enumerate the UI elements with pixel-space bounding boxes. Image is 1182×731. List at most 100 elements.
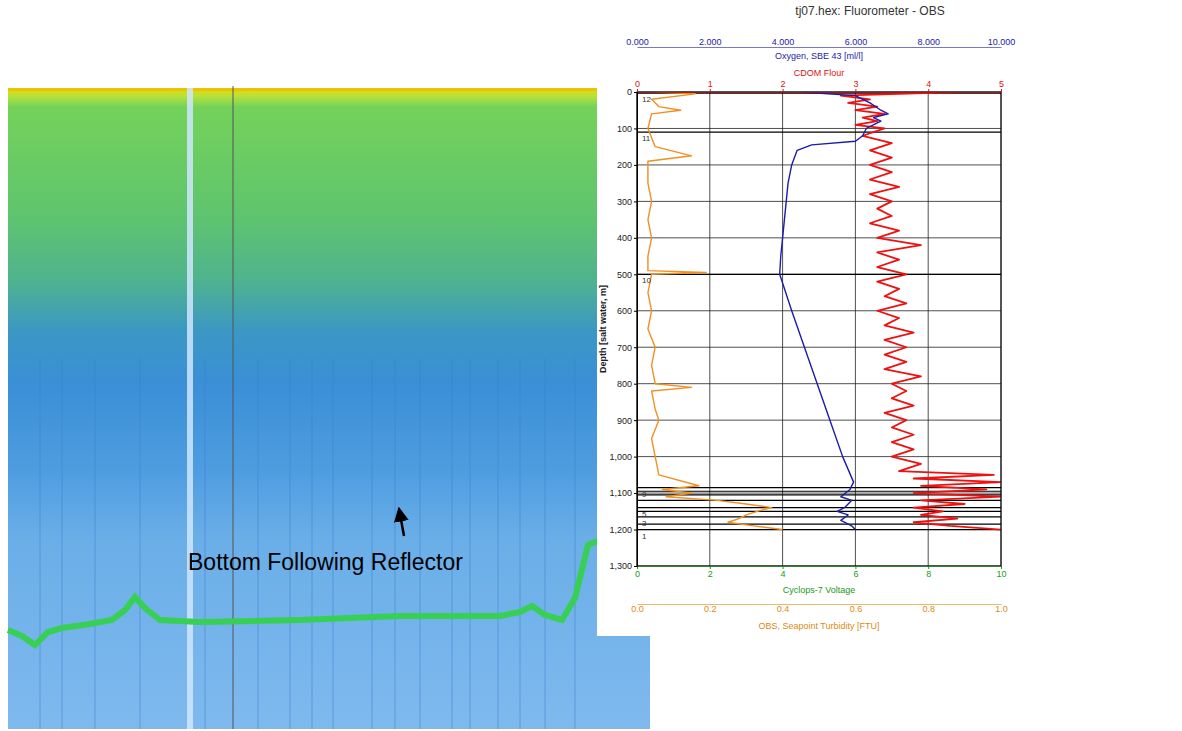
axis-title: Oxygen, SBE 43 [ml/l]: [775, 51, 863, 61]
tick-mark: [634, 347, 637, 348]
echogram-surface: [8, 88, 650, 91]
grid-line-y: [637, 383, 1001, 384]
tick: 0: [635, 79, 640, 92]
tick: 2: [781, 79, 786, 92]
tick-mark: [634, 92, 637, 93]
tick-label: 1,000: [609, 452, 632, 462]
annotation: Bottom Following Reflector: [188, 549, 463, 575]
tick-label: 100: [617, 124, 632, 134]
tick: 700: [617, 343, 637, 353]
tick-label: 0.4: [777, 604, 790, 614]
bottle-label: 12: [642, 95, 651, 104]
tick-label: 6: [853, 569, 858, 579]
axis-title: OBS, Seapoint Turbidity [FTU]: [758, 621, 879, 631]
tick: 10.000: [988, 37, 1016, 47]
echogram-streak: [394, 358, 396, 729]
tick-label: 1,300: [609, 561, 632, 571]
tick: 10: [996, 566, 1006, 579]
tick: 900: [617, 416, 637, 426]
echogram-streak: [94, 358, 96, 729]
tick-mark: [634, 566, 637, 567]
echogram-bright-streak: [187, 88, 193, 729]
tick-mark: [634, 274, 637, 275]
grid-line-y: [637, 201, 1001, 202]
tick-label: 4.000: [772, 37, 795, 47]
tick: 200: [617, 160, 637, 170]
profile-line: [841, 92, 1001, 530]
echogram-trace-line: [233, 86, 234, 729]
bottle-line: [637, 529, 1001, 530]
tick-mark: [634, 165, 637, 166]
tick: 1,100: [609, 488, 637, 498]
tick: 100: [617, 124, 637, 134]
echogram-streak: [419, 358, 421, 729]
tick-mark: [928, 89, 929, 92]
tick: 6.000: [845, 37, 868, 47]
tick: 2: [708, 566, 713, 579]
tick-mark: [634, 384, 637, 385]
tick-label: 0: [635, 79, 640, 89]
echogram-streak: [311, 358, 313, 729]
tick: 0.000: [626, 37, 649, 47]
tick: 400: [617, 233, 637, 243]
figure: Bottom Following Reflectortj07.hex: Fluo…: [0, 0, 1182, 731]
tick-label: 0: [635, 569, 640, 579]
tick: 3: [853, 79, 858, 92]
grid-line-y: [637, 456, 1001, 457]
x-axis: 0.0002.0004.0006.0008.00010.000: [626, 37, 1015, 48]
profile-chart: tj07.hex: Fluorometer - OBS12111095310.0…: [597, 0, 1182, 636]
tick: 0: [627, 87, 637, 97]
tick-label: 500: [617, 270, 632, 280]
tick: 1: [708, 79, 713, 92]
echogram-streak: [497, 358, 499, 729]
axis-title: CDOM Flour: [794, 68, 845, 78]
tick-label: 600: [617, 306, 632, 316]
bottle-label: 5: [642, 510, 647, 519]
tick: 0.2: [704, 604, 717, 614]
grid-line-y: [637, 347, 1001, 348]
tick: 0.4: [777, 604, 790, 614]
tick: 0.6: [850, 604, 863, 614]
tick-label: 4: [781, 569, 786, 579]
tick-label: 1,100: [609, 488, 632, 498]
bottle-line: [637, 274, 1001, 275]
tick: 8: [926, 566, 931, 579]
tick-label: 700: [617, 343, 632, 353]
echogram-streak: [332, 358, 334, 729]
grid-line-y: [637, 128, 1001, 129]
x-axis: 0 2 4 6 8 10: [635, 566, 1007, 579]
tick: 300: [617, 197, 637, 207]
echogram-streak: [574, 358, 576, 729]
axis-line: [638, 604, 1002, 605]
tick-label: 900: [617, 416, 632, 426]
series: [648, 92, 1001, 530]
axis-title: Cyclops-7 Voltage: [783, 585, 856, 595]
tick: 600: [617, 306, 637, 316]
tick-label: 0.0: [631, 604, 644, 614]
bottle-label: 10: [642, 276, 651, 285]
y-axis: 0 100 200 300 400 500 600 700 800 900 1,000 1,100 1,…: [609, 87, 637, 571]
tick-label: 1: [708, 79, 713, 89]
x-axis: 0 1 2 3 4 5: [635, 79, 1004, 93]
tick-label: 1.0: [995, 604, 1008, 614]
echogram: Bottom Following Reflector: [8, 86, 650, 729]
tick-label: 10: [996, 569, 1006, 579]
tick: 800: [617, 379, 637, 389]
tick-label: 0.2: [704, 604, 717, 614]
axis-line: [638, 89, 1002, 93]
echogram-streak: [469, 358, 471, 729]
tick: 4: [926, 79, 931, 92]
bottle-line: [637, 132, 1001, 133]
tick: 4: [781, 566, 786, 579]
bottle-lines: [637, 93, 1001, 529]
echogram-streak: [544, 358, 546, 729]
tick-mark: [1001, 89, 1002, 92]
tick-label: 3: [853, 79, 858, 89]
bottle-line: [637, 507, 1001, 508]
grid-line-y: [637, 529, 1001, 530]
tick: 5: [999, 79, 1004, 92]
x-axis: 0.00.20.40.60.81.0: [631, 604, 1008, 614]
tick: 1,000: [609, 452, 637, 462]
axis-line: [638, 567, 1002, 570]
tick: 500: [617, 270, 637, 280]
